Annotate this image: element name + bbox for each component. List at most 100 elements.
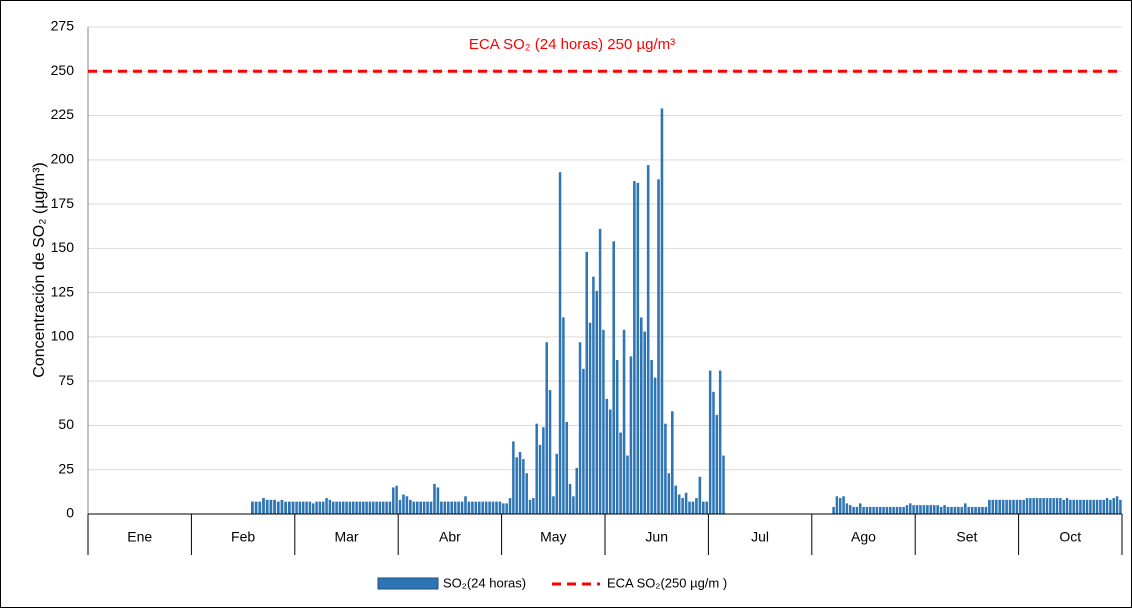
bar	[598, 228, 602, 514]
bar	[1099, 499, 1102, 514]
bar	[1102, 499, 1105, 514]
bar	[712, 391, 715, 514]
bar	[646, 165, 650, 514]
bar	[909, 503, 912, 514]
bar	[612, 241, 615, 514]
bar	[378, 501, 382, 514]
bar	[667, 473, 671, 514]
bar	[1062, 499, 1065, 514]
bar	[691, 501, 695, 514]
bar	[981, 506, 984, 514]
bar	[946, 506, 950, 514]
bar	[869, 506, 872, 514]
bar	[433, 483, 436, 514]
bar	[1005, 499, 1008, 514]
bar	[392, 487, 395, 514]
bar	[970, 506, 974, 514]
bar	[515, 457, 518, 514]
bar	[1039, 498, 1042, 514]
bar	[460, 501, 464, 514]
bar	[488, 501, 491, 514]
bar	[1092, 499, 1095, 514]
bar	[325, 498, 328, 514]
bar	[273, 499, 276, 514]
bar	[301, 501, 305, 514]
bar	[926, 505, 929, 514]
bar	[660, 108, 664, 514]
bar	[664, 423, 667, 514]
annotation: ECA SO₂ (24 horas) 250 µg/m³	[469, 36, 675, 53]
bar	[467, 501, 471, 514]
bar	[671, 411, 674, 514]
x-tick-label: Oct	[1059, 529, 1081, 545]
bar	[922, 505, 926, 514]
y-tick-label: 100	[51, 328, 75, 344]
bar	[528, 499, 532, 514]
bar	[715, 414, 719, 514]
bar	[382, 501, 385, 514]
bar	[1069, 499, 1072, 514]
bar	[633, 181, 636, 514]
legend-label: SO₂(24 horas)	[443, 575, 526, 590]
bar	[471, 501, 474, 514]
bar	[315, 501, 318, 514]
bar	[1075, 499, 1079, 514]
bar	[545, 342, 548, 514]
bar	[308, 501, 312, 514]
bar	[899, 506, 902, 514]
bar	[372, 501, 375, 514]
bar	[505, 503, 508, 514]
bar	[375, 501, 378, 514]
bar	[409, 499, 412, 514]
bar	[262, 498, 265, 514]
bar	[436, 487, 440, 514]
bar	[619, 432, 622, 514]
bar	[291, 501, 295, 514]
bar	[852, 506, 855, 514]
bar	[552, 496, 555, 514]
bar	[892, 506, 895, 514]
bar	[1032, 498, 1035, 514]
bar	[522, 459, 525, 514]
bar	[305, 501, 308, 514]
bar	[1079, 499, 1082, 514]
bar	[677, 494, 681, 514]
bar	[1035, 498, 1039, 514]
bar	[548, 390, 552, 514]
bar	[643, 331, 647, 514]
bar	[450, 501, 454, 514]
y-tick-label: 25	[58, 460, 74, 476]
bar	[484, 501, 488, 514]
bar	[626, 455, 629, 514]
bar	[705, 501, 709, 514]
bar	[321, 501, 325, 514]
bar	[595, 290, 598, 514]
bar	[615, 359, 619, 514]
bar	[1089, 499, 1092, 514]
bar	[957, 506, 960, 514]
bar	[636, 182, 640, 514]
bar	[402, 494, 405, 514]
bar	[994, 499, 998, 514]
bar	[555, 453, 558, 514]
bar	[722, 455, 725, 514]
bar	[412, 501, 416, 514]
bar	[358, 501, 362, 514]
bar	[895, 506, 899, 514]
bar	[578, 342, 582, 514]
bar	[885, 506, 889, 514]
bar	[929, 505, 933, 514]
x-tick-label: Jul	[751, 529, 769, 545]
bar	[862, 506, 865, 514]
bar	[538, 444, 542, 514]
bar	[842, 496, 845, 514]
y-tick-label: 275	[51, 18, 75, 34]
y-tick-label: 50	[58, 416, 74, 432]
bar	[1072, 499, 1075, 514]
bar	[419, 501, 422, 514]
bar	[328, 499, 332, 514]
legend-label: ECA SO₂(250 µg/m )	[607, 575, 727, 590]
bar	[405, 496, 409, 514]
bar	[582, 368, 585, 514]
bar	[1095, 499, 1099, 514]
